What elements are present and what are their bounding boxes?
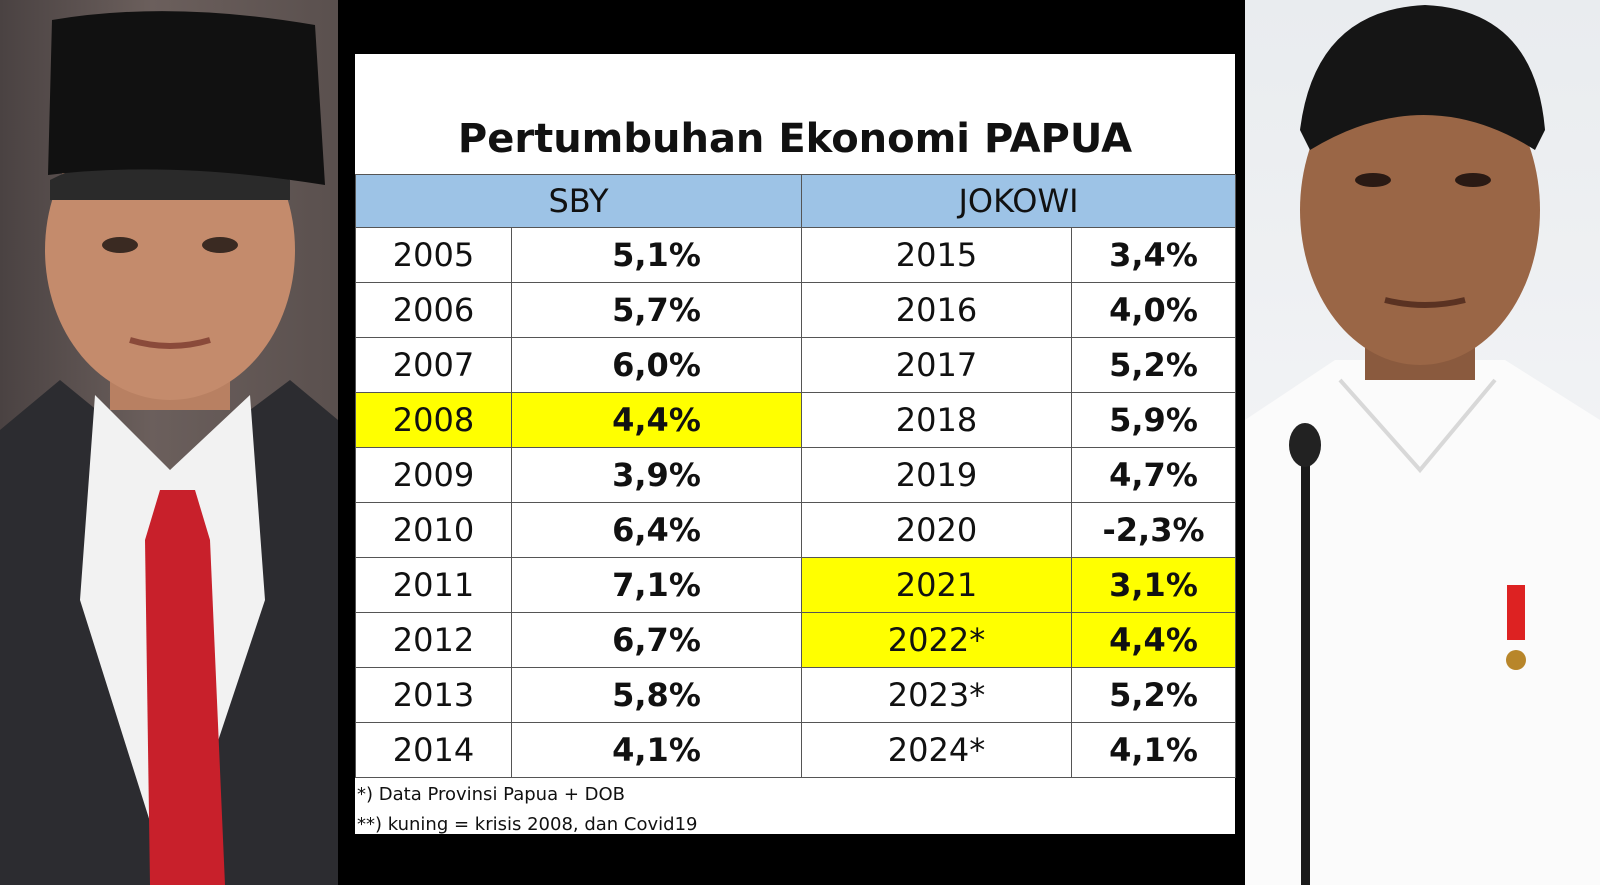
sby-growth-cell: 7,1% <box>511 557 802 613</box>
column-header-jokowi: JOKOWI <box>801 174 1236 228</box>
sby-year-cell: 2014 <box>355 722 512 778</box>
jokowi-growth-cell: 3,4% <box>1071 227 1236 283</box>
table-row: 2006 5,7% 2016 4,0% <box>355 282 1236 338</box>
sby-growth-cell: 3,9% <box>511 447 802 503</box>
sby-growth-cell: 4,1% <box>511 722 802 778</box>
jokowi-growth-cell: 4,4% <box>1071 612 1236 668</box>
sby-year-cell: 2010 <box>355 502 512 558</box>
jokowi-growth-cell: 4,7% <box>1071 447 1236 503</box>
table-row: 2011 7,1% 2021 3,1% <box>355 557 1236 613</box>
sby-growth-cell: 5,1% <box>511 227 802 283</box>
jokowi-growth-cell: 3,1% <box>1071 557 1236 613</box>
sby-year-cell: 2008 <box>355 392 512 448</box>
sby-year-cell: 2013 <box>355 667 512 723</box>
jokowi-growth-cell: 4,0% <box>1071 282 1236 338</box>
sby-year-cell: 2007 <box>355 337 512 393</box>
jokowi-year-cell: 2017 <box>801 337 1072 393</box>
jokowi-growth-cell: 5,9% <box>1071 392 1236 448</box>
jokowi-growth-cell: 4,1% <box>1071 722 1236 778</box>
jokowi-growth-cell: -2,3% <box>1071 502 1236 558</box>
jokowi-year-cell: 2021 <box>801 557 1072 613</box>
sby-year-cell: 2009 <box>355 447 512 503</box>
sby-growth-cell: 4,4% <box>511 392 802 448</box>
jokowi-growth-cell: 5,2% <box>1071 337 1236 393</box>
footnote: *) Data Provinsi Papua + DOB <box>357 784 626 805</box>
table-row: 2012 6,7% 2022* 4,4% <box>355 612 1236 668</box>
economic-growth-table-card: Pertumbuhan Ekonomi PAPUA SBY JOKOWI 200… <box>355 54 1236 835</box>
jokowi-year-cell: 2018 <box>801 392 1072 448</box>
table-row: 2010 6,4% 2020 -2,3% <box>355 502 1236 558</box>
table-row: 2007 6,0% 2017 5,2% <box>355 337 1236 393</box>
sby-year-cell: 2011 <box>355 557 512 613</box>
jokowi-year-cell: 2015 <box>801 227 1072 283</box>
footnotes: *) Data Provinsi Papua + DOB **) kuning … <box>357 780 1227 840</box>
portrait-sby <box>0 0 338 885</box>
table-row: 2013 5,8% 2023* 5,2% <box>355 667 1236 723</box>
footnote: **) kuning = krisis 2008, dan Covid19 <box>357 814 698 835</box>
sby-growth-cell: 5,8% <box>511 667 802 723</box>
jokowi-year-cell: 2023* <box>801 667 1072 723</box>
chart-title: Pertumbuhan Ekonomi PAPUA <box>457 116 1133 162</box>
sby-year-cell: 2012 <box>355 612 512 668</box>
jokowi-year-cell: 2019 <box>801 447 1072 503</box>
column-header-sby: SBY <box>355 174 802 228</box>
table-row: 2014 4,1% 2024* 4,1% <box>355 722 1236 778</box>
portrait-jokowi <box>1245 0 1600 885</box>
growth-table: SBY JOKOWI 2005 5,1% 2015 3,4% 2006 5,7% 2016 4… <box>355 174 1236 778</box>
jokowi-year-cell: 2022* <box>801 612 1072 668</box>
jokowi-year-cell: 2020 <box>801 502 1072 558</box>
table-row: 2008 4,4% 2018 5,9% <box>355 392 1236 448</box>
table-row: 2009 3,9% 2019 4,7% <box>355 447 1236 503</box>
sby-year-cell: 2005 <box>355 227 512 283</box>
sby-growth-cell: 6,7% <box>511 612 802 668</box>
sby-growth-cell: 6,0% <box>511 337 802 393</box>
sby-year-cell: 2006 <box>355 282 512 338</box>
sby-growth-cell: 6,4% <box>511 502 802 558</box>
jokowi-year-cell: 2016 <box>801 282 1072 338</box>
table-header-row: SBY JOKOWI <box>355 174 1236 228</box>
sby-growth-cell: 5,7% <box>511 282 802 338</box>
jokowi-year-cell: 2024* <box>801 722 1072 778</box>
jokowi-growth-cell: 5,2% <box>1071 667 1236 723</box>
table-row: 2005 5,1% 2015 3,4% <box>355 227 1236 283</box>
